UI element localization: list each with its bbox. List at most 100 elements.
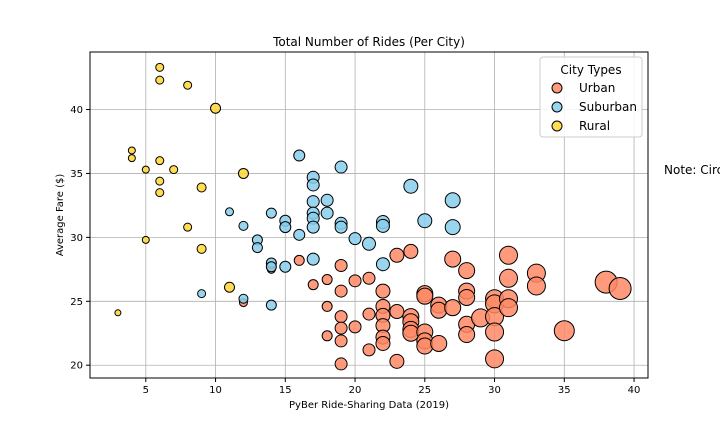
chart-title: Total Number of Rides (Per City) xyxy=(272,35,465,49)
urban-city-point xyxy=(553,320,575,342)
legend-marker-rural xyxy=(551,120,563,132)
suburban-city-point xyxy=(265,261,277,273)
rural-city-point xyxy=(196,243,207,254)
urban-city-point xyxy=(403,243,419,259)
suburban-city-point xyxy=(444,219,461,236)
suburban-city-point xyxy=(375,257,390,272)
urban-city-point xyxy=(444,250,462,268)
x-tick-label: 35 xyxy=(558,385,571,396)
x-tick-label: 25 xyxy=(418,385,431,396)
x-tick-label: 30 xyxy=(488,385,501,396)
suburban-city-point xyxy=(375,218,390,233)
suburban-city-point xyxy=(306,220,320,234)
urban-city-point xyxy=(334,334,348,348)
suburban-city-point xyxy=(238,220,249,231)
rural-city-point xyxy=(127,154,136,163)
urban-city-point xyxy=(362,307,376,321)
rural-city-point xyxy=(127,146,136,155)
suburban-city-point xyxy=(306,252,320,266)
x-tick-label: 10 xyxy=(209,385,222,396)
urban-city-point xyxy=(321,300,333,312)
urban-city-point xyxy=(485,349,505,369)
rural-city-point xyxy=(155,176,165,186)
urban-city-point xyxy=(389,304,405,320)
legend-marker-suburban xyxy=(551,101,563,113)
suburban-city-point xyxy=(293,149,306,162)
rural-city-point xyxy=(155,75,165,85)
legend-box xyxy=(539,56,643,138)
y-axis-label: Average Fare ($) xyxy=(55,174,66,257)
y-tick-label: 35 xyxy=(70,169,83,180)
urban-city-point xyxy=(362,271,376,285)
urban-city-point xyxy=(430,301,448,319)
x-tick-label: 15 xyxy=(279,385,292,396)
legend-label-rural: Rural xyxy=(579,119,610,133)
urban-city-point xyxy=(334,284,348,298)
urban-city-point xyxy=(321,330,333,342)
urban-city-point xyxy=(485,322,505,342)
plot-frame xyxy=(89,51,649,379)
urban-city-point xyxy=(362,343,376,357)
urban-city-point xyxy=(499,268,518,288)
urban-city-point xyxy=(321,274,333,286)
urban-city-point xyxy=(416,287,434,305)
suburban-city-point xyxy=(320,193,334,207)
urban-city-point xyxy=(348,320,362,334)
suburban-city-point xyxy=(265,299,277,311)
rural-city-point xyxy=(141,165,150,174)
urban-city-point xyxy=(458,262,476,280)
suburban-city-point xyxy=(334,220,348,234)
legend-title: City Types xyxy=(560,63,621,77)
urban-city-point xyxy=(334,321,348,335)
suburban-city-point xyxy=(334,160,348,174)
urban-city-point xyxy=(526,276,546,296)
urban-city-point xyxy=(499,245,518,265)
suburban-city-point xyxy=(320,206,334,220)
x-tick-label: 5 xyxy=(143,385,149,396)
suburban-city-point xyxy=(306,195,320,209)
legend-label-suburban: Suburban xyxy=(579,100,637,114)
suburban-city-point xyxy=(225,207,234,217)
suburban-city-point xyxy=(348,232,362,246)
legend-marker-urban xyxy=(551,82,563,94)
rural-city-point xyxy=(114,309,122,317)
legend-label-urban: Urban xyxy=(579,81,615,95)
x-axis-label: PyBer Ride-Sharing Data (2019) xyxy=(289,400,449,411)
urban-city-point xyxy=(375,335,391,351)
x-tick-label: 20 xyxy=(349,385,362,396)
urban-city-point xyxy=(389,353,405,369)
urban-city-point xyxy=(499,298,518,318)
rural-city-point xyxy=(155,188,165,198)
urban-city-point xyxy=(293,254,305,266)
rural-city-point xyxy=(155,62,165,72)
legend: City Types Urban Suburban Rural xyxy=(539,56,643,138)
suburban-city-point xyxy=(279,221,292,234)
y-tick-label: 30 xyxy=(70,233,83,244)
suburban-city-point xyxy=(293,228,306,241)
urban-city-point xyxy=(389,247,405,263)
rural-city-point xyxy=(183,222,193,232)
urban-city-point xyxy=(458,288,476,306)
urban-city-point xyxy=(430,334,448,352)
data-points xyxy=(114,62,632,371)
urban-city-point xyxy=(416,337,434,355)
x-tick-label: 40 xyxy=(628,385,641,396)
y-tick-label: 40 xyxy=(70,105,83,116)
axis-ticks: 5 10 15 20 25 30 35 40 20 25 30 35 40 xyxy=(70,105,640,396)
suburban-city-point xyxy=(417,213,433,229)
urban-city-point xyxy=(334,357,348,371)
rural-city-point xyxy=(183,80,193,90)
suburban-city-point xyxy=(444,192,461,209)
rural-city-point xyxy=(224,281,235,293)
rural-city-point xyxy=(237,167,249,179)
suburban-city-point xyxy=(197,289,207,299)
rural-city-point xyxy=(196,182,207,193)
suburban-city-point xyxy=(251,242,263,254)
urban-city-point xyxy=(375,283,391,299)
suburban-city-point xyxy=(403,178,419,194)
y-tick-label: 25 xyxy=(70,297,83,308)
suburban-city-point xyxy=(306,178,320,192)
urban-city-point xyxy=(334,258,348,272)
